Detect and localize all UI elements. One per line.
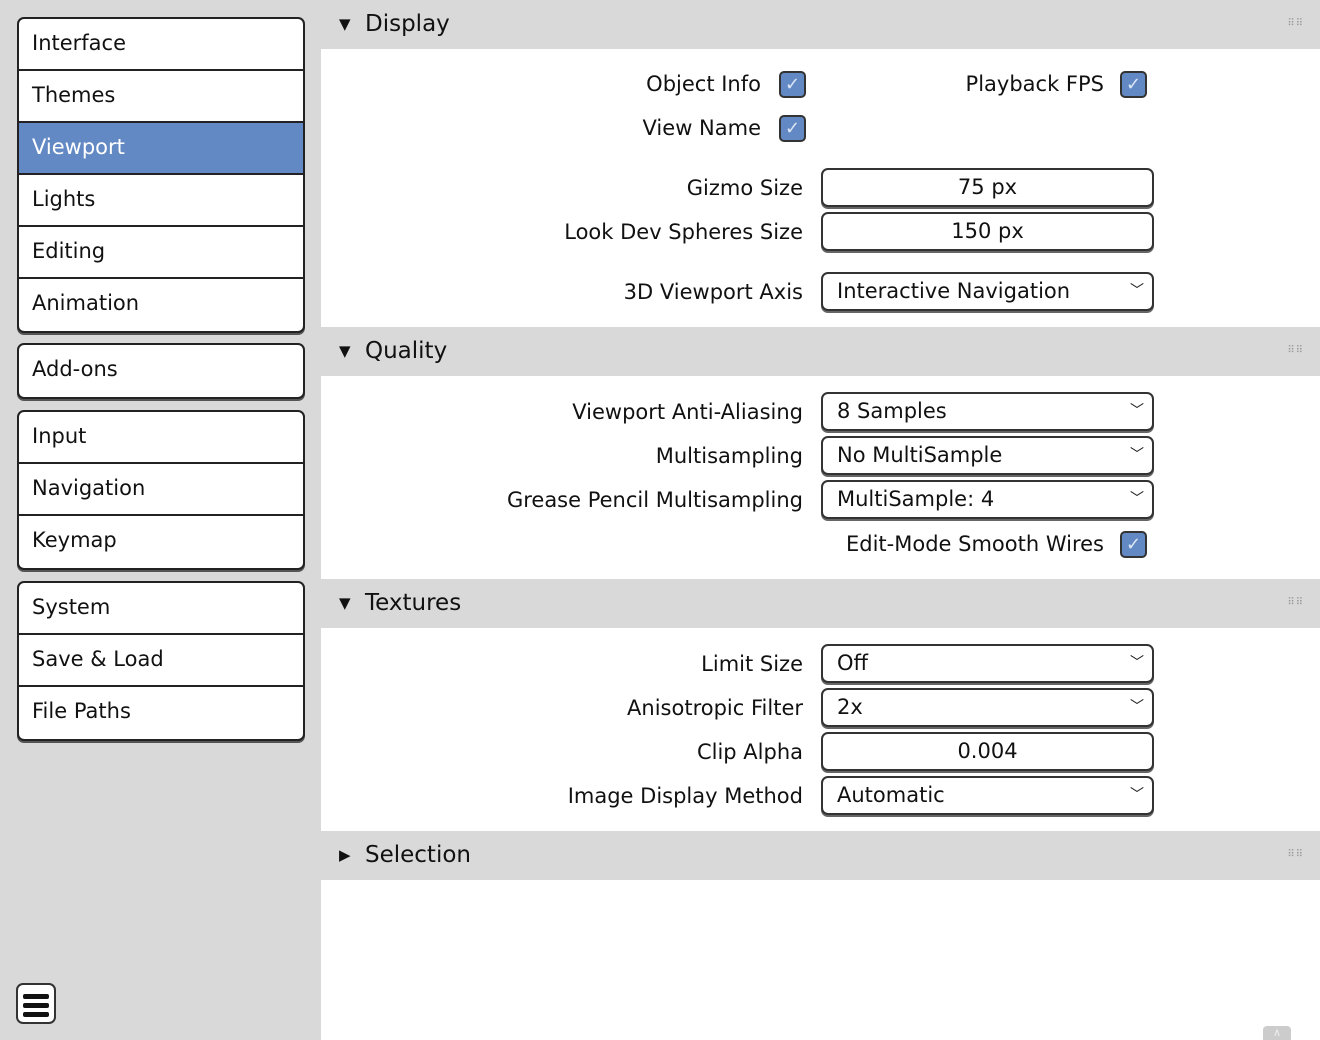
sidebar-group-4: System Save & Load File Paths	[17, 581, 305, 741]
clip-alpha-slider[interactable]: 0.004	[821, 732, 1154, 771]
sidebar-item-add-ons[interactable]: Add-ons	[32, 357, 118, 381]
sidebar-item-animation[interactable]: Animation	[32, 291, 140, 315]
limit-size-dropdown[interactable]: Off ﹀	[821, 644, 1154, 683]
smooth-wires-checkbox[interactable]: ✓	[1120, 531, 1147, 558]
playback-fps-label: Playback FPS	[965, 72, 1104, 96]
scroll-up-button[interactable]: ∧	[1263, 1026, 1291, 1040]
playback-fps-checkbox[interactable]: ✓	[1120, 71, 1147, 98]
grease-pencil-ms-label: Grease Pencil Multisampling	[506, 488, 803, 512]
chevron-down-icon: ﹀	[1130, 403, 1144, 419]
dropdown-value: No MultiSample	[837, 443, 1003, 467]
sidebar-item-file-paths[interactable]: File Paths	[32, 699, 131, 723]
dropdown-value: MultiSample: 4	[837, 487, 995, 511]
sidebar-item-editing[interactable]: Editing	[19, 227, 303, 279]
drag-grip-icon[interactable]: ⠿⠿	[1287, 18, 1304, 29]
sidebar-item-navigation[interactable]: Navigation	[19, 464, 303, 516]
look-dev-size-field[interactable]: 150 px	[821, 212, 1154, 251]
anisotropic-filter-label: Anisotropic Filter	[627, 696, 803, 720]
sidebar-group-2: Add-ons	[17, 343, 305, 399]
chevron-down-icon: ﹀	[1130, 283, 1144, 299]
panel-header-display[interactable]: ▼ Display ⠿⠿	[321, 0, 1320, 49]
sidebar-item-input[interactable]: Input	[19, 412, 303, 464]
dropdown-value: 2x	[837, 695, 863, 719]
drag-grip-icon[interactable]: ⠿⠿	[1287, 345, 1304, 356]
sidebar-group-1: Interface Themes Viewport Lights Editing Anim…	[17, 17, 305, 333]
image-display-method-label: Image Display Method	[567, 784, 803, 808]
anisotropic-filter-dropdown[interactable]: 2x ﹀	[821, 688, 1154, 727]
preferences-sidebar: Interface Themes Viewport Lights Editing Anim…	[0, 0, 321, 1040]
clip-alpha-label: Clip Alpha	[696, 740, 803, 764]
chevron-down-icon: ﹀	[1130, 699, 1144, 715]
gizmo-size-label: Gizmo Size	[686, 176, 803, 200]
chevron-down-icon: ﹀	[1130, 655, 1144, 671]
object-info-checkbox[interactable]: ✓	[779, 71, 806, 98]
expanded-triangle-icon: ▼	[339, 594, 351, 612]
image-display-method-dropdown[interactable]: Automatic ﹀	[821, 776, 1154, 815]
multisampling-label: Multisampling	[655, 444, 803, 468]
dropdown-value: 8 Samples	[837, 399, 947, 423]
grease-pencil-ms-dropdown[interactable]: MultiSample: 4 ﹀	[821, 480, 1154, 519]
dropdown-value: Off	[837, 651, 868, 675]
sidebar-item-interface[interactable]: Interface	[19, 19, 303, 71]
drag-grip-icon[interactable]: ⠿⠿	[1287, 597, 1304, 608]
sidebar-item-system[interactable]: System	[19, 583, 303, 635]
drag-grip-icon[interactable]: ⠿⠿	[1287, 849, 1304, 860]
hamburger-menu-button[interactable]	[16, 983, 56, 1024]
sidebar-item-lights[interactable]: Lights	[19, 175, 303, 227]
viewport-axis-label: 3D Viewport Axis	[623, 280, 803, 304]
panel-title: Quality	[365, 338, 448, 364]
object-info-label: Object Info	[646, 72, 761, 96]
expanded-triangle-icon: ▼	[339, 15, 351, 33]
panel-title: Display	[365, 11, 450, 37]
limit-size-label: Limit Size	[701, 652, 803, 676]
anti-aliasing-label: Viewport Anti-Aliasing	[572, 400, 803, 424]
panel-header-selection[interactable]: ▶ Selection ⠿⠿	[321, 831, 1320, 880]
view-name-checkbox[interactable]: ✓	[779, 115, 806, 142]
viewport-axis-dropdown[interactable]: Interactive Navigation ﹀	[821, 272, 1154, 311]
anti-aliasing-dropdown[interactable]: 8 Samples ﹀	[821, 392, 1154, 431]
chevron-down-icon: ﹀	[1130, 491, 1144, 507]
panel-header-quality[interactable]: ▼ Quality ⠿⠿	[321, 327, 1320, 376]
gizmo-size-field[interactable]: 75 px	[821, 168, 1154, 207]
dropdown-value: Automatic	[837, 783, 945, 807]
chevron-down-icon: ﹀	[1130, 447, 1144, 463]
smooth-wires-label: Edit-Mode Smooth Wires	[845, 532, 1104, 556]
multisampling-dropdown[interactable]: No MultiSample ﹀	[821, 436, 1154, 475]
sidebar-group-3: Input Navigation Keymap	[17, 410, 305, 570]
dropdown-value: Interactive Navigation	[837, 279, 1071, 303]
sidebar-item-viewport[interactable]: Viewport	[19, 123, 303, 175]
panel-title: Selection	[365, 842, 471, 868]
chevron-down-icon: ﹀	[1130, 787, 1144, 803]
panel-header-textures[interactable]: ▼ Textures ⠿⠿	[321, 579, 1320, 628]
look-dev-label: Look Dev Spheres Size	[564, 220, 803, 244]
sidebar-item-keymap[interactable]: Keymap	[32, 528, 117, 552]
view-name-label: View Name	[642, 116, 761, 140]
collapsed-triangle-icon: ▶	[339, 846, 351, 864]
sidebar-item-themes[interactable]: Themes	[19, 71, 303, 123]
sidebar-item-save-load[interactable]: Save & Load	[19, 635, 303, 687]
expanded-triangle-icon: ▼	[339, 342, 351, 360]
panel-title: Textures	[365, 590, 462, 616]
